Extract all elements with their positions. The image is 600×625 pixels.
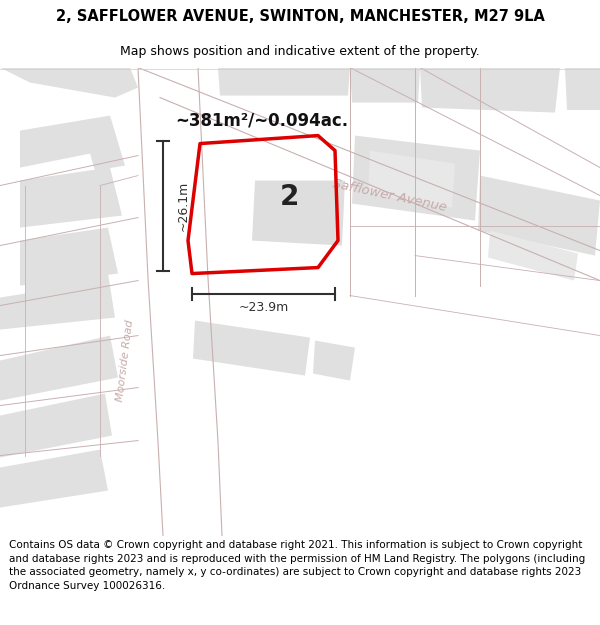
Polygon shape xyxy=(420,68,560,112)
Text: 2: 2 xyxy=(280,183,299,211)
Polygon shape xyxy=(193,321,310,376)
Text: Moorside Road: Moorside Road xyxy=(115,319,135,402)
Polygon shape xyxy=(20,116,125,171)
Polygon shape xyxy=(20,168,122,228)
Polygon shape xyxy=(352,136,480,221)
Polygon shape xyxy=(138,68,600,281)
Text: ~23.9m: ~23.9m xyxy=(238,301,289,314)
Polygon shape xyxy=(138,68,222,536)
Polygon shape xyxy=(218,68,350,96)
Polygon shape xyxy=(313,341,355,381)
Polygon shape xyxy=(565,68,600,109)
Polygon shape xyxy=(0,68,138,98)
Text: Map shows position and indicative extent of the property.: Map shows position and indicative extent… xyxy=(120,45,480,58)
Polygon shape xyxy=(350,68,420,102)
Polygon shape xyxy=(488,231,578,281)
Polygon shape xyxy=(0,336,118,401)
Polygon shape xyxy=(0,274,115,329)
Polygon shape xyxy=(478,176,600,256)
Text: Contains OS data © Crown copyright and database right 2021. This information is : Contains OS data © Crown copyright and d… xyxy=(9,540,585,591)
Polygon shape xyxy=(20,228,118,286)
Polygon shape xyxy=(368,151,455,208)
Polygon shape xyxy=(0,449,108,508)
Text: ~26.1m: ~26.1m xyxy=(177,181,190,231)
Polygon shape xyxy=(252,181,345,246)
Text: 2, SAFFLOWER AVENUE, SWINTON, MANCHESTER, M27 9LA: 2, SAFFLOWER AVENUE, SWINTON, MANCHESTER… xyxy=(56,9,544,24)
Polygon shape xyxy=(0,394,112,458)
Text: ~381m²/~0.094ac.: ~381m²/~0.094ac. xyxy=(175,111,348,129)
Text: Safflower Avenue: Safflower Avenue xyxy=(332,177,448,214)
